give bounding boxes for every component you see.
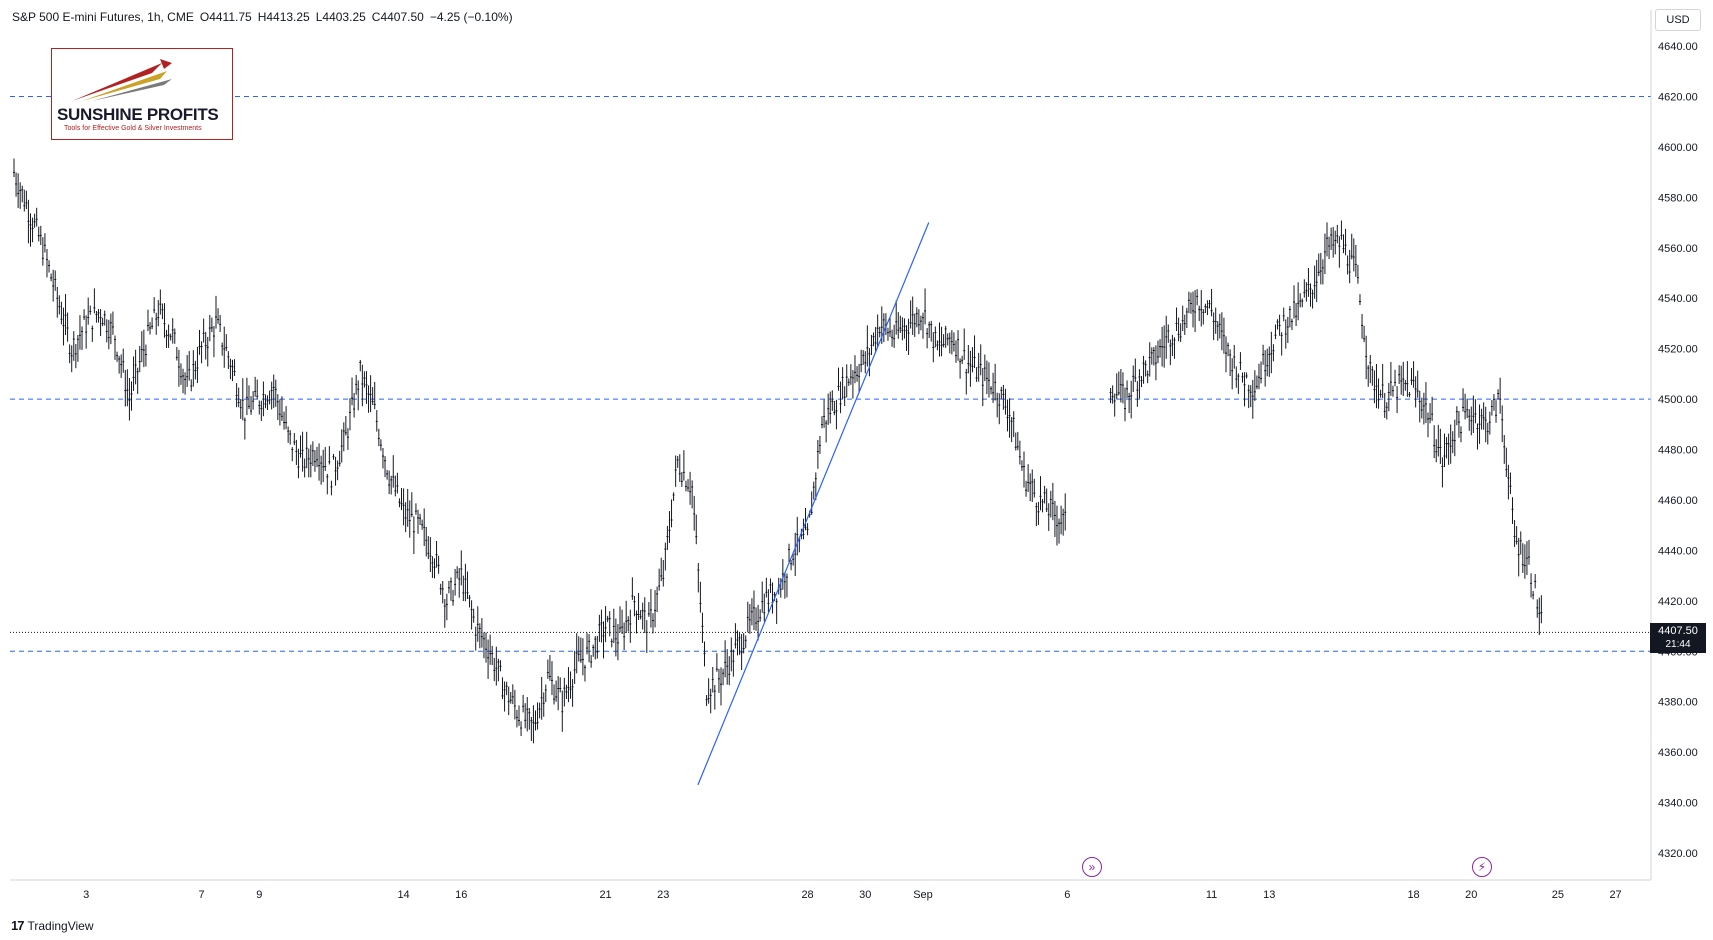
y-tick-label: 4560.00 — [1658, 243, 1698, 255]
x-tick-label: 30 — [859, 889, 871, 901]
y-tick-label: 4620.00 — [1658, 91, 1698, 103]
logo-name: SUNSHINE PROFITS — [57, 105, 219, 124]
x-tick-label: 25 — [1552, 889, 1564, 901]
y-tick-label: 4380.00 — [1658, 697, 1698, 709]
horizontal-levels — [10, 95, 1651, 652]
y-tick-label: 4360.00 — [1658, 747, 1698, 759]
x-axis-ticks: 3 7 9 14 16 21 23 28 30 Sep 6 11 13 18 20 25 27 — [83, 889, 1622, 901]
close-value: C4407.50 — [371, 10, 424, 24]
x-tick-label: 13 — [1263, 889, 1275, 901]
open-value: O4411.75 — [199, 10, 252, 24]
arrows-right-icon[interactable]: » — [1082, 857, 1102, 877]
x-tick-label: 23 — [657, 889, 669, 901]
currency-button[interactable]: USD — [1655, 9, 1701, 31]
x-tick-label: 16 — [455, 889, 467, 901]
x-tick-label: 11 — [1206, 889, 1217, 901]
low-value: L4403.25 — [315, 10, 366, 24]
y-tick-label: 4320.00 — [1658, 848, 1698, 860]
symbol-header: S&P 500 E-mini Futures, 1h, CME O4411.75… — [12, 10, 513, 24]
x-tick-label: 18 — [1407, 889, 1419, 901]
y-tick-label: 4580.00 — [1658, 192, 1698, 204]
price-series — [13, 158, 1543, 744]
price-series-segment — [13, 158, 1067, 744]
tradingview-brand[interactable]: 17 TradingView — [11, 918, 94, 933]
last-price-label: 4407.50 21:44 — [1650, 623, 1706, 653]
x-tick-label: 28 — [801, 889, 813, 901]
y-tick-label: 4520.00 — [1658, 344, 1698, 356]
x-tick-label: 6 — [1064, 889, 1070, 901]
x-tick-label: 20 — [1465, 889, 1477, 901]
lightning-icon[interactable]: ⚡ — [1472, 857, 1492, 877]
y-tick-label: 4460.00 — [1658, 495, 1698, 507]
tradingview-logo-icon: 17 — [11, 918, 25, 933]
logo-tagline: Tools for Effective Gold & Silver Invest… — [64, 125, 202, 132]
x-tick-label: 3 — [83, 889, 89, 901]
y-tick-label: 4600.00 — [1658, 142, 1698, 154]
y-tick-label: 4500.00 — [1658, 394, 1698, 406]
sunshine-profits-logo: SUNSHINE PROFITS Tools for Effective Gol… — [51, 48, 233, 140]
change-value: −4.25 (−0.10%) — [429, 10, 513, 24]
y-axis-ticks: 4320.004340.004360.004380.004400.004420.… — [1658, 41, 1698, 860]
y-tick-label: 4340.00 — [1658, 798, 1698, 810]
y-tick-label: 4480.00 — [1658, 445, 1698, 457]
bar-countdown: 21:44 — [1665, 639, 1691, 650]
x-tick-label: 9 — [256, 889, 262, 901]
x-tick-label: Sep — [913, 889, 933, 901]
y-tick-label: 4640.00 — [1658, 41, 1698, 53]
y-tick-label: 4440.00 — [1658, 545, 1698, 557]
x-tick-label: 27 — [1609, 889, 1621, 901]
x-tick-label: 21 — [599, 889, 611, 901]
y-tick-label: 4540.00 — [1658, 293, 1698, 305]
high-value: H4413.25 — [257, 10, 310, 24]
trendline — [697, 222, 930, 786]
x-tick-label: 14 — [397, 889, 409, 901]
x-tick-label: 7 — [199, 889, 205, 901]
y-tick-label: 4420.00 — [1658, 596, 1698, 608]
trendline-layer — [697, 222, 930, 786]
brand-name: TradingView — [27, 918, 94, 933]
last-price-value: 4407.50 — [1658, 625, 1698, 637]
symbol-title[interactable]: S&P 500 E-mini Futures, 1h, CME — [12, 10, 194, 24]
logo-arrows-icon — [72, 59, 172, 101]
price-series-segment — [1109, 220, 1543, 636]
